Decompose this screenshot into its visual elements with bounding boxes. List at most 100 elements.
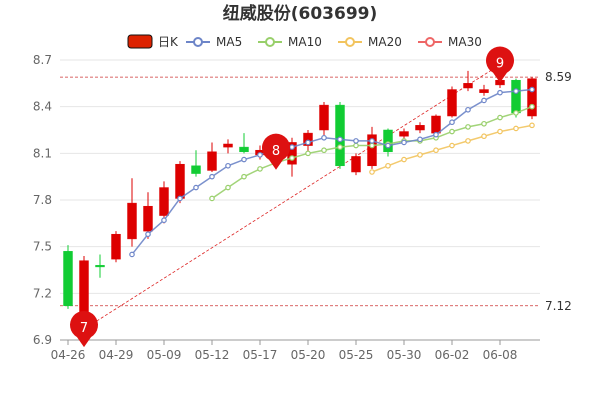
x-tick-label: 06-08 — [483, 348, 518, 362]
candle[interactable] — [463, 70, 473, 92]
candle-body — [95, 265, 105, 268]
legend[interactable]: 日K MA5 MA10 MA20 MA30 — [127, 34, 482, 49]
legend-item-ma10[interactable]: MA10 — [258, 35, 322, 49]
candle-body — [143, 205, 153, 232]
candle-body — [351, 156, 361, 173]
marker-pin-label: 7 — [80, 321, 88, 336]
ma5-line-point — [497, 89, 503, 96]
marker-pin-shape — [70, 310, 98, 348]
ma20-line-point — [481, 133, 487, 140]
legend-label: MA5 — [216, 35, 242, 49]
legend-label: MA10 — [288, 35, 322, 49]
ma20-line-point — [497, 128, 503, 135]
marker-pin: 8 — [262, 133, 291, 170]
trend-line-segment — [83, 64, 501, 330]
candle-body — [527, 78, 537, 117]
ma5-line-point — [225, 162, 231, 169]
x-tick-label: 05-25 — [339, 348, 374, 362]
ma20-line-point — [513, 125, 519, 132]
ma5-line-point — [529, 86, 535, 93]
legend-item-ma20[interactable]: MA20 — [338, 35, 402, 49]
x-tick-label: 05-17 — [243, 348, 278, 362]
candle[interactable] — [479, 84, 489, 96]
ma5-line-point — [481, 97, 487, 104]
candle-body — [319, 104, 329, 131]
candle[interactable] — [239, 133, 249, 154]
x-tick-label: 05-12 — [195, 348, 230, 362]
x-axis: 04-26 04-29 05-09 05-12 05-17 05-20 05-25 05-30… — [51, 339, 540, 362]
x-tick-label: 04-29 — [99, 348, 134, 362]
x-tick-label: 04-26 — [51, 348, 86, 362]
ma10-line-point — [369, 142, 375, 149]
candle[interactable] — [527, 77, 537, 120]
candle-body — [191, 165, 201, 174]
candle-body — [463, 83, 473, 89]
marker-pin: 7 — [70, 310, 98, 348]
candle-body — [63, 251, 73, 307]
candle[interactable] — [63, 245, 73, 309]
candle[interactable] — [223, 139, 233, 154]
candle[interactable] — [415, 122, 425, 134]
ma5-line-point — [289, 144, 295, 150]
legend-item-ma5[interactable]: MA5 — [186, 35, 242, 49]
legend-item-k[interactable]: 日K — [127, 34, 179, 49]
y-tick-label: 8.4 — [33, 100, 52, 114]
candle[interactable] — [143, 192, 153, 239]
ma5-line-point — [353, 138, 359, 144]
ma10-line-point — [465, 124, 471, 130]
candle[interactable] — [207, 142, 217, 172]
candle[interactable] — [351, 153, 361, 176]
candle-body — [175, 163, 185, 199]
candle[interactable] — [127, 178, 137, 247]
candles[interactable] — [63, 64, 537, 333]
ma20-line-point — [369, 169, 375, 175]
candle-body — [111, 233, 121, 260]
candle[interactable] — [447, 86, 457, 118]
legend-label: MA20 — [368, 35, 402, 49]
candle[interactable] — [95, 254, 105, 278]
candle[interactable] — [111, 231, 121, 263]
ma20-line[interactable] — [369, 122, 535, 175]
legend-label: 日K — [158, 35, 179, 49]
ma5-line-point — [177, 195, 183, 202]
candle[interactable] — [335, 102, 345, 169]
candle-body — [239, 146, 249, 153]
moving-average-lines[interactable] — [129, 86, 535, 258]
x-tick-label: 06-02 — [435, 348, 470, 362]
candle-body — [511, 79, 521, 114]
ma20-line-point — [401, 156, 407, 163]
ma5-line-point — [465, 106, 471, 113]
ma5-line-point — [433, 131, 439, 138]
ma20-line-point — [385, 162, 391, 169]
ma10-line-point — [225, 184, 231, 191]
ma5-line-point — [241, 156, 247, 163]
reference-line-label: 8.59 — [545, 70, 572, 84]
ma10-line-point — [321, 147, 327, 154]
ma5-line-point — [129, 251, 135, 258]
y-tick-label: 8.1 — [33, 146, 52, 160]
ma5-line-point — [305, 139, 311, 146]
ma5-line-point — [161, 217, 167, 224]
ma5-line-point — [321, 134, 327, 141]
legend-item-ma30[interactable]: MA30 — [418, 35, 482, 49]
ma5-line[interactable] — [129, 86, 535, 258]
x-tick-label: 05-30 — [387, 348, 422, 362]
legend-label: MA30 — [448, 35, 482, 49]
ma20-line-point — [465, 138, 471, 144]
ma10-line[interactable] — [209, 103, 535, 202]
candle-body — [127, 202, 137, 240]
candle-body — [159, 187, 169, 216]
candle[interactable] — [319, 102, 329, 138]
ma10-line-point — [241, 173, 247, 180]
ma5-line-point — [385, 142, 391, 149]
candle[interactable] — [191, 150, 201, 177]
ma20-line-point — [433, 147, 439, 154]
ma10-line-point — [353, 142, 359, 149]
candle-body — [303, 132, 313, 146]
candle[interactable] — [159, 181, 169, 224]
candle-body — [383, 129, 393, 153]
ma10-line-point — [497, 114, 503, 121]
ma10-line-point — [449, 128, 455, 135]
ma10-line-point — [337, 144, 343, 150]
